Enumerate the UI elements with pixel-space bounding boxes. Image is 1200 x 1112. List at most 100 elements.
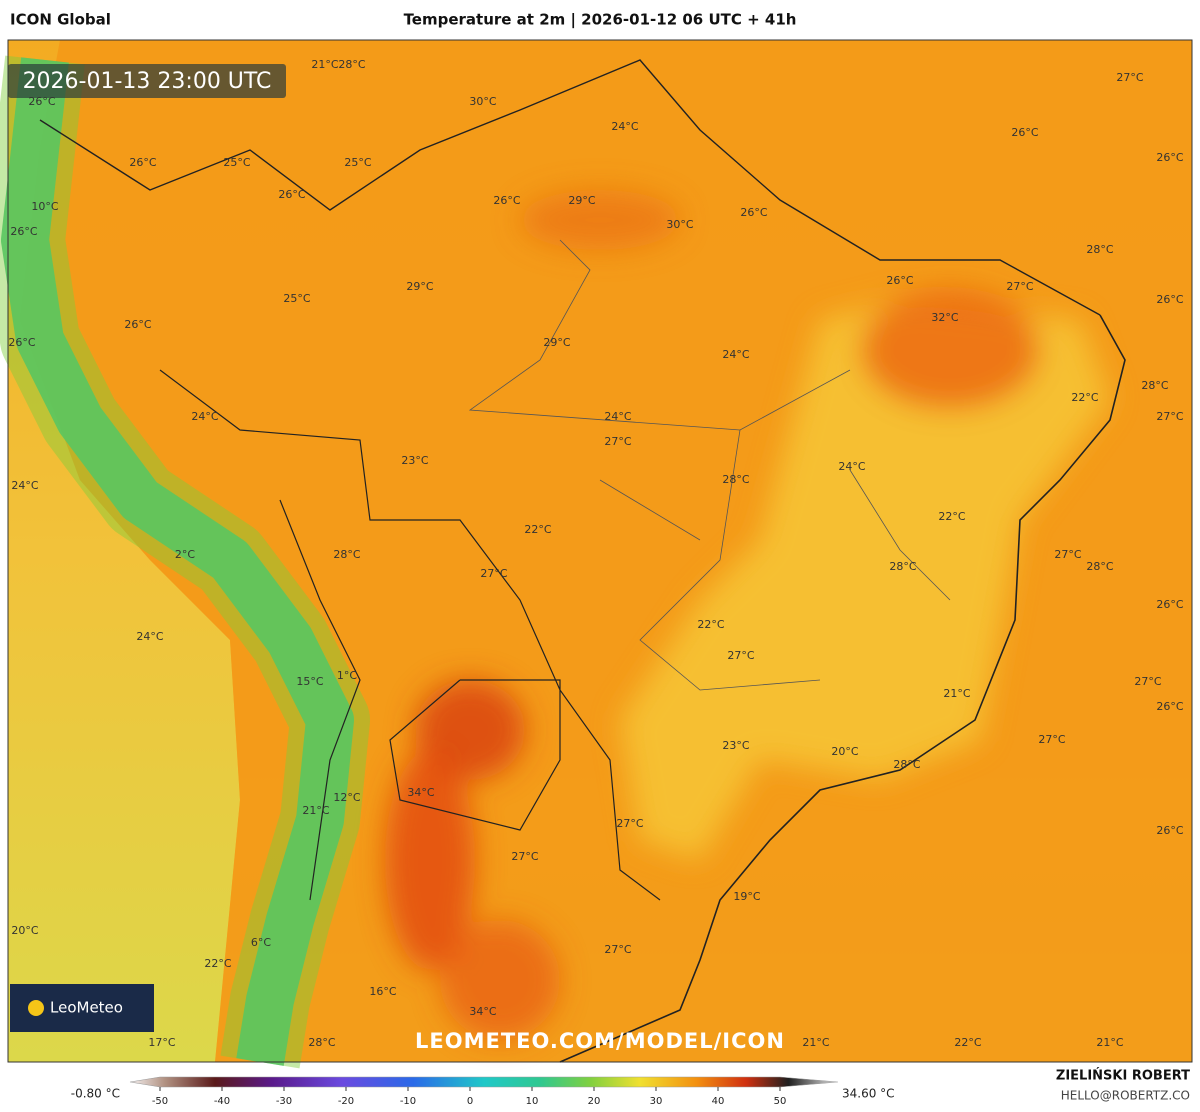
- temp-label: 24°C: [722, 348, 749, 361]
- temp-label: 30°C: [666, 218, 693, 231]
- temp-label: 27°C: [1054, 548, 1081, 561]
- colorbar-tick-label: 0: [467, 1096, 473, 1107]
- temp-label: 16°C: [369, 985, 396, 998]
- temp-label: 1°C: [337, 669, 357, 682]
- temp-label: 26°C: [1156, 824, 1183, 837]
- temp-label: 24°C: [136, 630, 163, 643]
- temp-label: 24°C: [611, 120, 638, 133]
- temp-label: 22°C: [1071, 391, 1098, 404]
- temperature-labels: 21°C 28°C26°C 30°C24°C27°C26°C26°C26°C 25°C…: [8, 58, 1183, 1049]
- temp-label: 27°C: [604, 943, 631, 956]
- colorbar-tick-label: -50: [152, 1096, 168, 1107]
- temp-label: 21°C: [1096, 1036, 1123, 1049]
- colorbar-tick-label: -40: [214, 1096, 230, 1107]
- temp-label: 2°C: [175, 548, 195, 561]
- temp-label: 28°C: [338, 58, 365, 71]
- colorbar-tick-label: 20: [588, 1096, 601, 1107]
- temp-label: 27°C: [480, 567, 507, 580]
- map: [0, 39, 1193, 1069]
- map-title: Temperature at 2m | 2026-01-12 06 UTC + …: [404, 11, 797, 30]
- temp-label: 6°C: [251, 936, 271, 949]
- temp-label: 22°C: [697, 618, 724, 631]
- temp-label: 20°C: [11, 924, 38, 937]
- temp-label: 28°C: [333, 548, 360, 561]
- author: ZIELIŃSKI ROBERT: [1056, 1068, 1190, 1084]
- temp-label: 22°C: [204, 957, 231, 970]
- watermark: LEOMETEO.COM/MODEL/ICON: [415, 1029, 785, 1053]
- colorbar: [129, 1076, 839, 1088]
- temp-label: 27°C: [1038, 733, 1065, 746]
- temp-label: 21°C: [311, 58, 338, 71]
- temp-label: 26°C: [493, 194, 520, 207]
- temp-label: 25°C: [283, 292, 310, 305]
- temp-label: 19°C: [733, 890, 760, 903]
- colorbar-min: -0.80 °C: [71, 1087, 120, 1101]
- temp-label: 26°C: [129, 156, 156, 169]
- temp-label: 26°C: [886, 274, 913, 287]
- temp-label: 25°C: [344, 156, 371, 169]
- temp-label: 12°C: [333, 791, 360, 804]
- colorbar-tick-label: -30: [276, 1096, 292, 1107]
- temp-label: 27°C: [1156, 410, 1183, 423]
- colorbar-tick-label: 40: [712, 1096, 725, 1107]
- temp-label: 10°C: [31, 200, 58, 213]
- temp-label: 28°C: [1086, 243, 1113, 256]
- temp-label: 24°C: [838, 460, 865, 473]
- colorbar-tick-label: -10: [400, 1096, 416, 1107]
- temp-label: 25°C: [223, 156, 250, 169]
- temp-label: 27°C: [511, 850, 538, 863]
- temp-label: 24°C: [11, 479, 38, 492]
- temp-label: 29°C: [406, 280, 433, 293]
- temp-label: 17°C: [148, 1036, 175, 1049]
- colorbar-tick-label: 30: [650, 1096, 663, 1107]
- temp-label: 24°C: [191, 410, 218, 423]
- temp-label: 28°C: [889, 560, 916, 573]
- temp-label: 28°C: [722, 473, 749, 486]
- valid-time: 2026-01-13 23:00 UTC: [23, 69, 272, 94]
- temp-label: 26°C: [124, 318, 151, 331]
- temp-label: 27°C: [727, 649, 754, 662]
- temp-label: 24°C: [604, 410, 631, 423]
- temp-label: 27°C: [604, 435, 631, 448]
- temp-label: 26°C: [8, 336, 35, 349]
- model-name: ICON Global: [10, 11, 111, 29]
- temp-label: 34°C: [407, 786, 434, 799]
- temp-label: 22°C: [954, 1036, 981, 1049]
- temp-label: 27°C: [616, 817, 643, 830]
- time-badge: [8, 64, 286, 98]
- temp-label: 32°C: [931, 311, 958, 324]
- temp-label: 26°C: [1156, 700, 1183, 713]
- temp-label: 22°C: [524, 523, 551, 536]
- temp-label: 27°C: [1116, 71, 1143, 84]
- temp-label: 28°C: [308, 1036, 335, 1049]
- email: HELLO@ROBERTZ.CO: [1061, 1089, 1190, 1103]
- temp-label: 23°C: [401, 454, 428, 467]
- temp-label: 30°C: [469, 95, 496, 108]
- colorbar-ticks: -50 -40 -30 -20 -10 0 10 20 30 40 50: [152, 1087, 787, 1107]
- temp-label: 20°C: [831, 745, 858, 758]
- temp-label: 15°C: [296, 675, 323, 688]
- temp-label: 26°C: [1156, 293, 1183, 306]
- temp-label: 23°C: [722, 739, 749, 752]
- temp-label: 34°C: [469, 1005, 496, 1018]
- temp-label: 29°C: [568, 194, 595, 207]
- temp-label: 26°C: [278, 188, 305, 201]
- colorbar-tick-label: 50: [774, 1096, 787, 1107]
- logo-text: LeoMeteo: [50, 999, 123, 1017]
- temp-label: 27°C: [1006, 280, 1033, 293]
- logo-sun: [28, 1000, 44, 1016]
- temp-label: 21°C: [943, 687, 970, 700]
- temp-label: 26°C: [1156, 151, 1183, 164]
- temp-label: 22°C: [938, 510, 965, 523]
- temp-label: 28°C: [893, 758, 920, 771]
- temp-label: 26°C: [740, 206, 767, 219]
- colorbar-max: 34.60 °C: [842, 1087, 895, 1101]
- temp-label: 28°C: [1086, 560, 1113, 573]
- colorbar-tick-label: 10: [526, 1096, 539, 1107]
- temp-label: 21°C: [302, 804, 329, 817]
- temp-label: 27°C: [1134, 675, 1161, 688]
- temp-label: 28°C: [1141, 379, 1168, 392]
- colorbar-tick-label: -20: [338, 1096, 354, 1107]
- temp-label: 26°C: [1011, 126, 1038, 139]
